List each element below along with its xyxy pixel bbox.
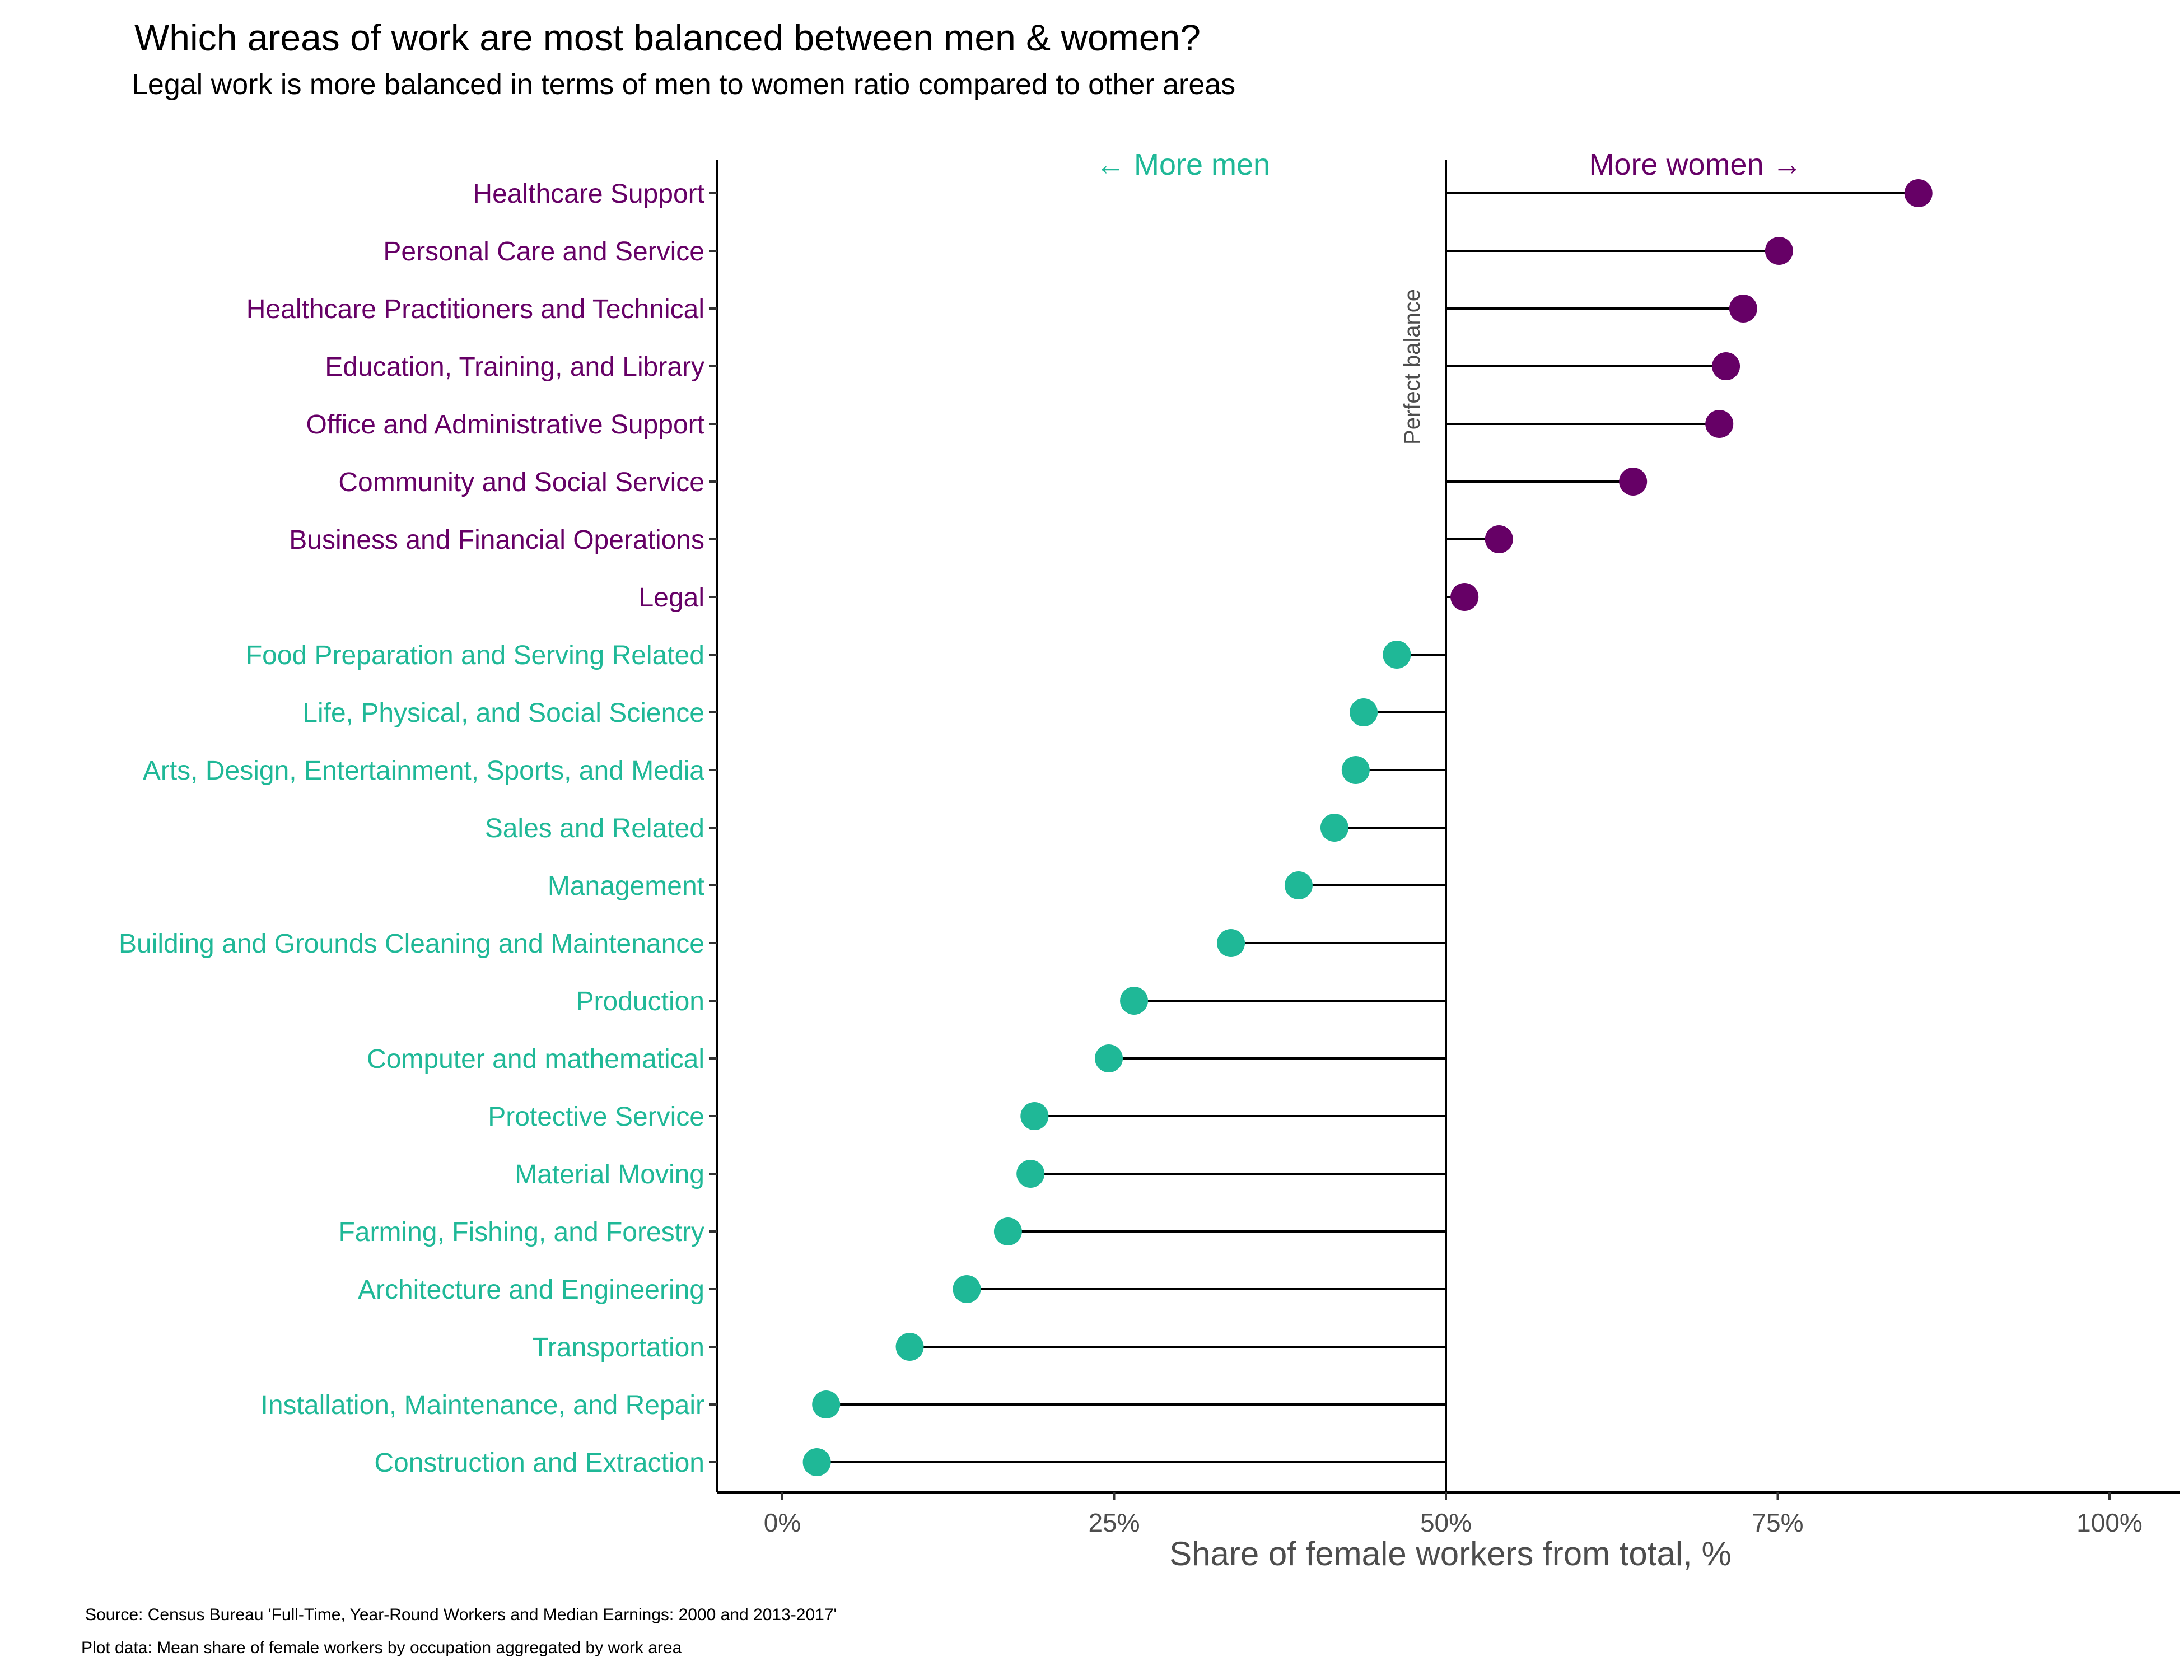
category-label: Education, Training, and Library <box>325 352 704 382</box>
category-label: Production <box>576 987 704 1016</box>
category-label: Material Moving <box>515 1160 704 1189</box>
category-label: Sales and Related <box>485 814 704 843</box>
x-tick-label: 50% <box>1420 1508 1472 1537</box>
x-tick-label: 25% <box>1088 1508 1140 1537</box>
category-label: Farming, Fishing, and Forestry <box>338 1217 704 1247</box>
x-tick-label: 0% <box>764 1508 801 1537</box>
lollipop-point <box>1904 179 1933 207</box>
lollipop-point <box>1120 987 1149 1015</box>
category-label: Construction and Extraction <box>374 1448 704 1478</box>
more-women-annotation: More women → <box>1589 148 1802 181</box>
category-label: Management <box>548 871 704 901</box>
lollipop-point <box>1284 871 1313 899</box>
chart-title: Which areas of work are most balanced be… <box>134 17 1201 58</box>
plot-area: 0% 25% 50% 75% 100% Healthcare Support Persona… <box>119 160 2180 1537</box>
lollipop-point <box>1016 1160 1045 1188</box>
category-label: Healthcare Support <box>473 179 704 209</box>
lollipop-point <box>1383 641 1411 669</box>
x-tick-label: 100% <box>2076 1508 2143 1537</box>
chart-subtitle: Legal work is more balanced in terms of … <box>132 68 1235 101</box>
more-men-annotation: ← More men <box>1095 148 1270 181</box>
category-label: Legal <box>639 583 704 613</box>
category-label: Installation, Maintenance, and Repair <box>261 1390 705 1420</box>
lollipop-point <box>1765 237 1793 265</box>
lollipop-point <box>1450 583 1479 611</box>
lollipop-point <box>802 1448 831 1476</box>
category-label: Computer and mathematical <box>367 1044 704 1074</box>
lollipop-point <box>1729 295 1757 323</box>
lollipop-point <box>1619 468 1648 496</box>
lollipop-point <box>953 1275 981 1303</box>
category-label: Food Preparation and Serving Related <box>246 641 704 670</box>
category-label: Community and Social Service <box>338 468 704 497</box>
category-label: Transportation <box>532 1333 704 1362</box>
lollipop-point <box>1217 929 1245 957</box>
lollipop-point <box>895 1333 924 1361</box>
lollipop-point <box>1020 1102 1049 1130</box>
lollipop-point <box>1705 410 1734 438</box>
source-caption: Source: Census Bureau 'Full-Time, Year-R… <box>85 1606 837 1624</box>
lollipop-point <box>1095 1044 1123 1072</box>
category-label: Healthcare Practitioners and Technical <box>246 295 704 324</box>
category-label: Office and Administrative Support <box>306 410 705 440</box>
lollipop-point <box>1485 525 1513 553</box>
plot-data-caption: Plot data: Mean share of female workers … <box>81 1639 682 1657</box>
lollipop-point <box>1320 814 1348 842</box>
lollipop-point <box>1350 698 1378 726</box>
lollipop-point <box>1341 756 1370 784</box>
category-label: Life, Physical, and Social Science <box>302 698 704 728</box>
category-label: Building and Grounds Cleaning and Mainte… <box>119 929 704 959</box>
category-label: Arts, Design, Entertainment, Sports, and… <box>143 756 704 786</box>
category-label: Business and Financial Operations <box>289 525 704 555</box>
lollipop-point <box>1712 352 1740 380</box>
category-label: Architecture and Engineering <box>358 1275 704 1305</box>
category-label: Protective Service <box>488 1102 704 1132</box>
lollipop-point <box>993 1217 1022 1245</box>
x-tick-label: 75% <box>1752 1508 1803 1537</box>
lollipop-point <box>812 1390 841 1418</box>
category-label: Personal Care and Service <box>383 237 704 267</box>
perfect-balance-label: Perfect balance <box>1400 289 1425 445</box>
x-axis-title: Share of female workers from total, % <box>1169 1535 1732 1572</box>
